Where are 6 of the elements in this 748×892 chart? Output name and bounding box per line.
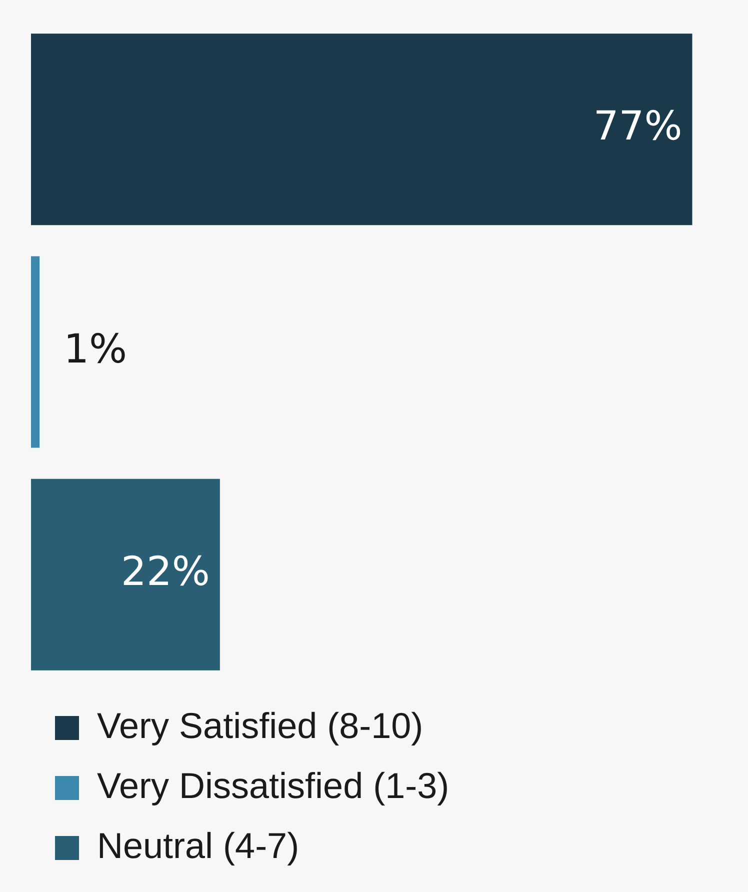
data-label: 1%: [64, 326, 128, 372]
data-label: 77%: [593, 104, 682, 150]
legend-label: Neutral (4-7): [97, 824, 300, 866]
data-label: 22%: [121, 549, 210, 596]
legend-label: Very Dissatisfied (1-3): [97, 764, 450, 806]
legend-label: Very Satisfied (8-10): [97, 704, 424, 746]
